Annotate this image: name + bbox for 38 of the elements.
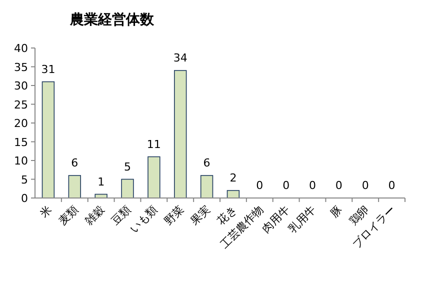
x-tick-label: 豚 <box>328 202 346 220</box>
data-label: 2 <box>230 172 237 184</box>
y-tick-label: 40 <box>14 42 28 55</box>
x-tick-label: 果実 <box>188 202 213 228</box>
chart-title: 農業経営体数 <box>69 12 155 28</box>
y-tick-label: 25 <box>14 98 28 112</box>
data-label: 0 <box>335 179 342 192</box>
data-label: 0 <box>388 179 396 192</box>
y-tick-label: 35 <box>14 60 28 74</box>
bar <box>148 156 160 198</box>
bar <box>121 178 134 198</box>
data-label: 0 <box>362 179 369 192</box>
x-tick-label: 鶏卵 <box>346 202 372 228</box>
bar <box>42 81 55 198</box>
x-tick-label: 麦類 <box>56 202 81 228</box>
y-tick-label: 15 <box>14 136 28 149</box>
data-label: 5 <box>124 160 131 174</box>
data-label: 11 <box>146 138 161 151</box>
x-tick-label: 米 <box>37 202 54 220</box>
bar <box>200 175 214 198</box>
data-label: 6 <box>203 156 210 170</box>
bar <box>68 175 81 198</box>
x-tick-label: 豆類 <box>108 202 134 228</box>
data-label: 6 <box>71 156 78 170</box>
bar <box>174 70 187 198</box>
y-tick-label: 20 <box>14 117 28 130</box>
x-tick-label: 野菜 <box>162 202 186 228</box>
data-label: 34 <box>173 52 188 64</box>
x-tick-label: 雑穀 <box>82 202 108 228</box>
data-label: 0 <box>256 179 264 192</box>
data-label: 0 <box>282 179 290 192</box>
data-label: 1 <box>98 175 105 188</box>
data-label: 0 <box>309 179 316 192</box>
y-tick-label: 5 <box>21 173 28 186</box>
y-tick-label: 30 <box>14 80 28 92</box>
y-tick-label: 10 <box>14 154 28 168</box>
data-label: 31 <box>41 62 56 76</box>
y-tick-label: 0 <box>21 192 28 205</box>
